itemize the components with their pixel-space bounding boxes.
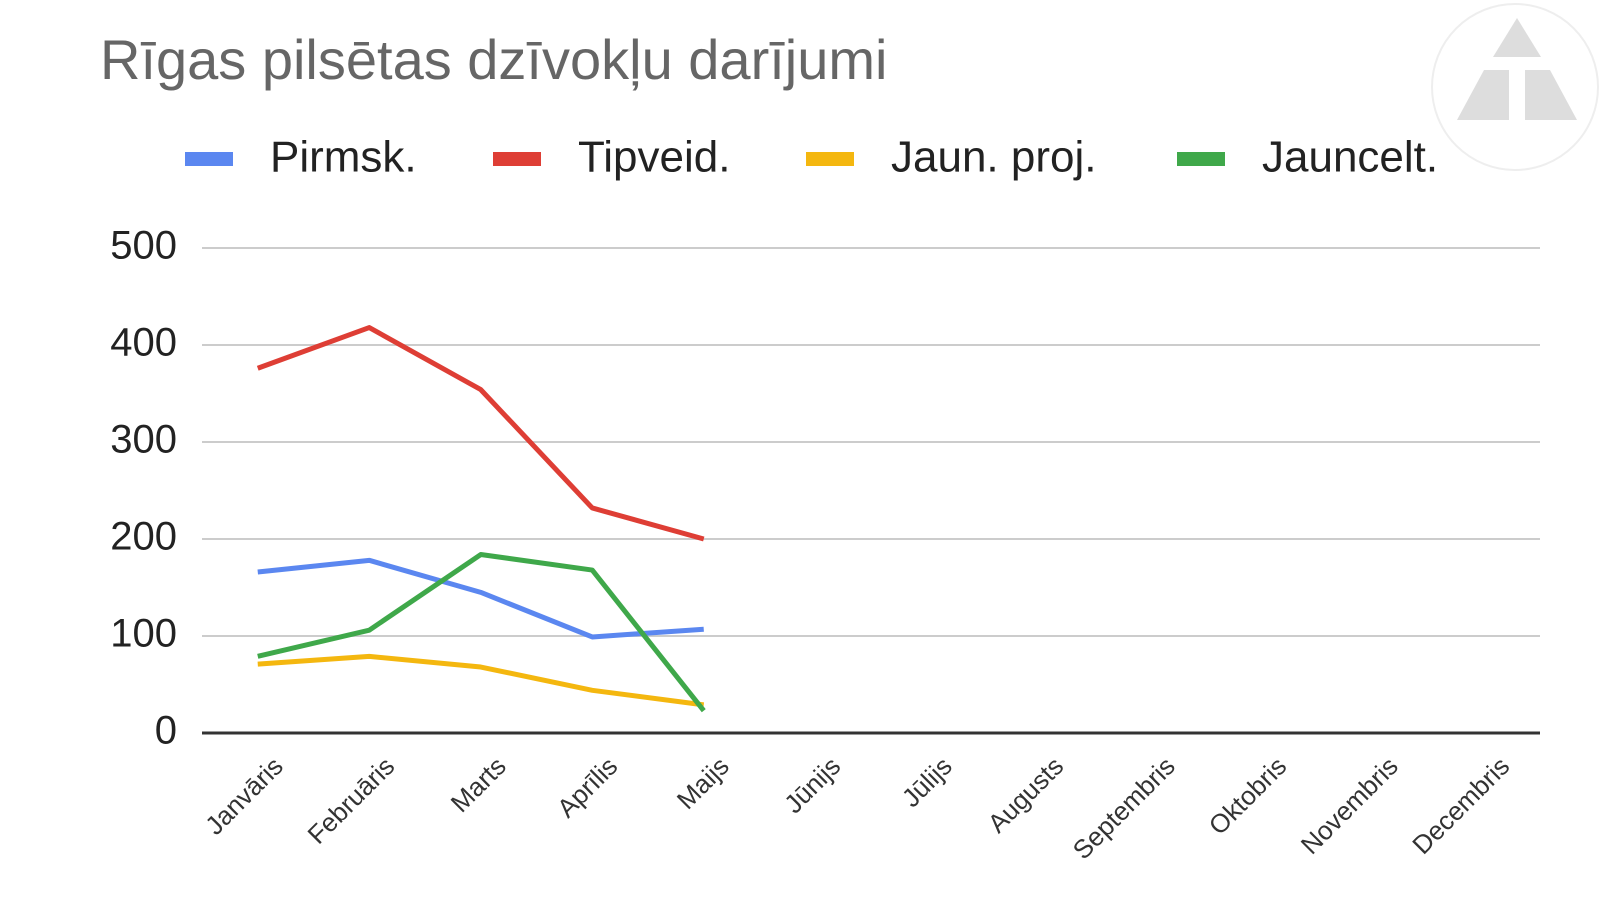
legend-label: Jauncelt. xyxy=(1262,133,1438,182)
line-series xyxy=(257,552,706,713)
x-tick-label: Janvāris xyxy=(199,751,289,841)
line-series xyxy=(257,653,705,708)
legend-swatch xyxy=(1177,152,1225,166)
line-series xyxy=(257,557,704,640)
line-series xyxy=(256,325,705,542)
chart-title: Rīgas pilsētas dzīvokļu darījumi xyxy=(100,28,887,91)
legend-swatch xyxy=(806,152,854,166)
x-tick-label: Jūlijs xyxy=(896,751,958,813)
y-tick-label: 300 xyxy=(110,418,177,462)
y-tick-label: 100 xyxy=(110,612,177,656)
x-tick-label: Jūnijs xyxy=(778,751,846,819)
x-tick-label: Novembris xyxy=(1295,751,1404,860)
x-tick-label: Marts xyxy=(445,751,512,818)
y-tick-label: 0 xyxy=(155,709,177,753)
legend-label: Tipveid. xyxy=(578,133,730,182)
x-tick-label: Oktobris xyxy=(1203,751,1293,841)
legend-label: Pirmsk. xyxy=(270,133,417,182)
x-tick-label: Augusts xyxy=(982,751,1070,839)
x-tick-label: Aprīlis xyxy=(551,751,623,823)
legend-swatch xyxy=(493,152,541,166)
y-tick-label: 500 xyxy=(110,224,177,268)
x-tick-label: Maijs xyxy=(671,751,735,815)
x-tick-label: Septembris xyxy=(1067,751,1181,865)
legend-swatch xyxy=(185,152,233,166)
y-tick-label: 200 xyxy=(110,515,177,559)
x-tick-label: Decembris xyxy=(1406,751,1515,860)
legend-label: Jaun. proj. xyxy=(891,133,1096,182)
logo xyxy=(1431,3,1599,171)
y-tick-label: 400 xyxy=(110,321,177,365)
x-tick-label: Februāris xyxy=(301,751,400,850)
